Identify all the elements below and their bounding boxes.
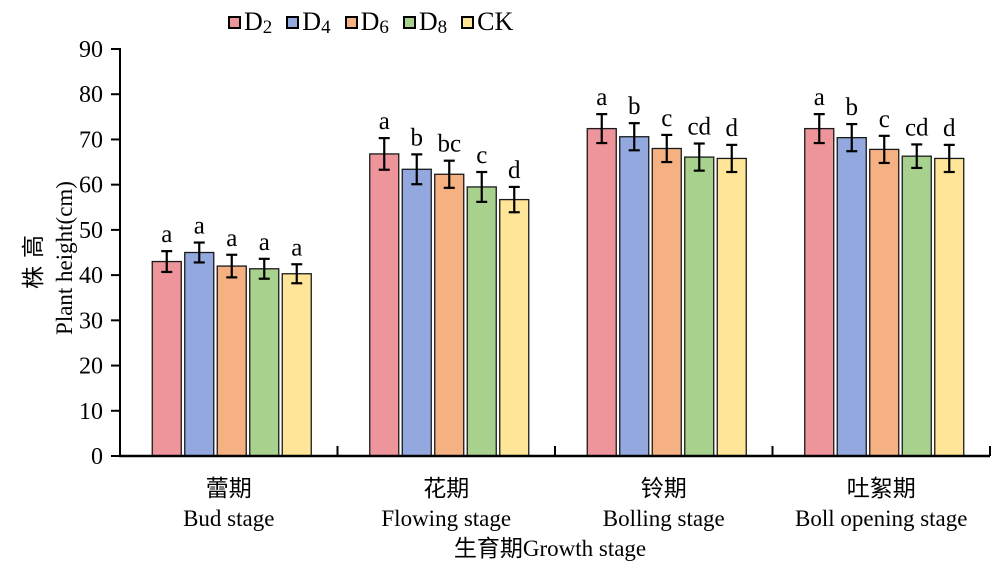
category-label-zh: 蕾期 (206, 476, 252, 501)
y-tick-label: 20 (79, 354, 103, 380)
legend-swatch (228, 15, 241, 29)
significance-letter: d (943, 115, 956, 142)
bar (434, 173, 465, 457)
y-tick-label: 10 (79, 399, 103, 425)
bar (716, 157, 747, 457)
category-label-en: Bud stage (183, 506, 274, 531)
significance-letter: a (379, 108, 390, 135)
significance-letter: c (879, 106, 890, 133)
significance-letter: cd (687, 114, 711, 141)
legend-swatch (286, 15, 300, 29)
category-label-en: Flowing stage (381, 506, 511, 531)
legend-item: D4 (286, 7, 331, 39)
significance-letter: a (161, 221, 172, 248)
bar (934, 157, 965, 457)
legend-swatch (461, 15, 475, 29)
significance-letter: b (628, 93, 641, 120)
chart-legend: D2 D4 D6 D8 CK (228, 7, 513, 39)
bar (466, 186, 497, 457)
legend-label: D8 (418, 7, 448, 39)
y-tick-label: 40 (79, 263, 103, 289)
significance-letter: a (596, 84, 607, 111)
bar (619, 136, 650, 457)
legend-item: D8 (402, 7, 448, 39)
legend-label: D6 (360, 7, 389, 39)
bar (901, 155, 932, 457)
y-tick-label: 30 (79, 308, 103, 334)
bar (184, 251, 215, 457)
significance-letter: bc (437, 131, 461, 158)
category-label-zh: 花期 (423, 476, 469, 501)
category-label-zh: 吐絮期 (847, 476, 916, 501)
bar (586, 127, 617, 457)
significance-letter: c (476, 142, 487, 169)
bar (499, 198, 530, 457)
x-axis-title: 生育期Growth stage (454, 536, 646, 561)
category-label-zh: 铃期 (641, 476, 687, 501)
bar (836, 136, 867, 457)
legend-label: D4 (302, 7, 331, 39)
significance-letter: d (726, 115, 739, 142)
y-tick-label: 70 (79, 127, 103, 153)
significance-letter: a (259, 229, 270, 256)
y-axis-title: 株高 Plant height(cm) (15, 133, 85, 383)
significance-letter: d (508, 157, 521, 184)
category-label-en: Boll opening stage (795, 506, 967, 531)
y-axis-title-en: Plant height(cm) (52, 181, 77, 335)
category-label-en: Bolling stage (603, 506, 725, 531)
significance-letter: cd (905, 114, 929, 141)
legend-item: D6 (344, 7, 389, 39)
y-tick-label: 0 (91, 444, 103, 470)
bar (216, 265, 247, 457)
bar (651, 147, 682, 457)
bar (804, 127, 835, 457)
legend-item: CK (461, 9, 513, 35)
bar (151, 260, 182, 457)
legend-swatch (344, 15, 358, 29)
bar (249, 268, 280, 457)
significance-letter: a (291, 234, 302, 261)
bar (401, 168, 432, 457)
legend-swatch (402, 15, 416, 29)
significance-letter: a (226, 225, 237, 252)
y-axis-title-zh: 株高 (21, 227, 46, 289)
legend-label: D2 (244, 7, 273, 39)
significance-letter: b (411, 124, 424, 151)
bar (684, 156, 715, 457)
y-tick-label: 90 (79, 37, 103, 63)
y-tick-label: 50 (79, 218, 103, 244)
bar (281, 273, 312, 457)
y-tick-label: 80 (79, 82, 103, 108)
bar (369, 153, 400, 457)
significance-letter: c (661, 105, 672, 132)
significance-letter: b (846, 94, 859, 121)
legend-item: D2 (228, 7, 273, 39)
legend-label: CK (477, 7, 514, 36)
bar (869, 148, 900, 457)
significance-letter: a (814, 84, 825, 111)
y-tick-label: 60 (79, 173, 103, 199)
significance-letter: a (194, 213, 205, 240)
